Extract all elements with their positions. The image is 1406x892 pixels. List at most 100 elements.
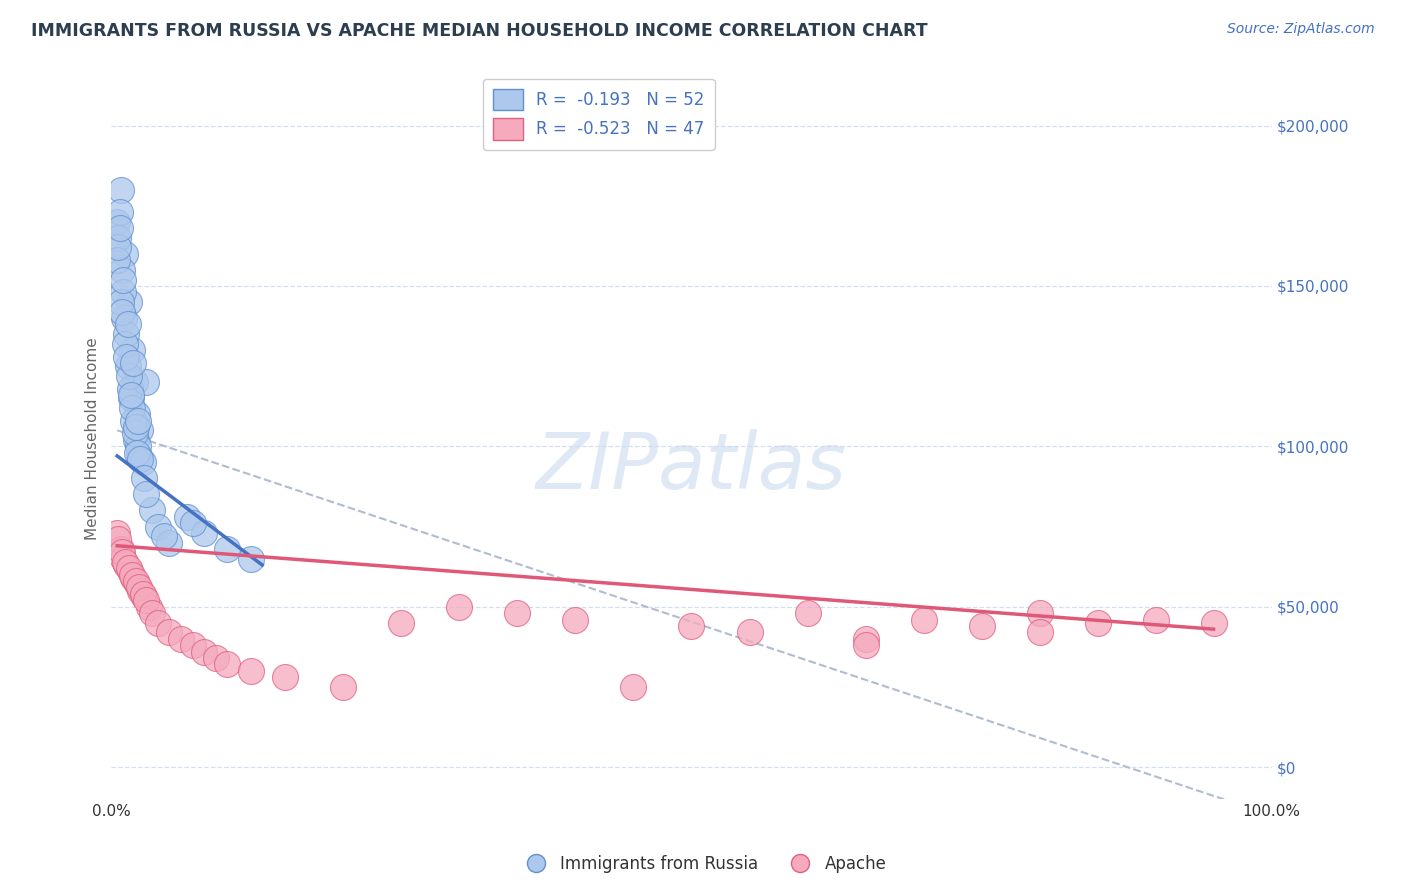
Point (111, 285, 134, 300)
Point (127, 439, 149, 453)
Point (118, 368, 141, 383)
Point (274, 670, 297, 684)
Point (117, 359, 139, 373)
Point (105, 525, 128, 540)
Point (157, 625, 180, 640)
Point (193, 525, 215, 540)
Point (115, 326, 138, 341)
Point (129, 583, 152, 598)
Point (121, 401, 143, 415)
Y-axis label: Median Household Income: Median Household Income (86, 337, 100, 540)
Point (107, 533, 129, 547)
Point (115, 350, 138, 364)
Point (855, 632, 877, 646)
Point (110, 183, 132, 197)
Point (1202, 615, 1225, 630)
Point (108, 205, 131, 219)
Point (141, 606, 163, 620)
Point (912, 613, 935, 627)
Point (391, 615, 413, 630)
Point (128, 581, 150, 595)
Point (110, 295, 132, 310)
Text: IMMIGRANTS FROM RUSSIA VS APACHE MEDIAN HOUSEHOLD INCOME CORRELATION CHART: IMMIGRANTS FROM RUSSIA VS APACHE MEDIAN … (31, 22, 928, 40)
Point (125, 407, 148, 421)
Legend: R =  -0.193   N = 52, R =  -0.523   N = 47: R = -0.193 N = 52, R = -0.523 N = 47 (482, 78, 714, 150)
Point (124, 375, 146, 389)
Point (115, 558, 138, 572)
Point (111, 272, 134, 286)
Point (146, 519, 169, 533)
Point (112, 311, 135, 326)
Point (105, 215, 128, 229)
Point (506, 606, 529, 620)
Point (111, 545, 134, 559)
Point (125, 577, 148, 591)
Point (114, 555, 136, 569)
Point (176, 509, 198, 524)
Point (205, 651, 228, 665)
Legend: Immigrants from Russia, Apache: Immigrants from Russia, Apache (512, 848, 894, 880)
Point (128, 449, 150, 463)
Point (122, 571, 145, 585)
Point (122, 414, 145, 428)
Point (132, 587, 155, 601)
Point (125, 574, 148, 588)
Point (111, 304, 134, 318)
Point (146, 615, 169, 630)
Point (122, 356, 145, 370)
Point (855, 638, 877, 652)
Point (138, 599, 160, 614)
Point (239, 664, 262, 678)
Point (124, 426, 146, 441)
Point (118, 295, 141, 310)
Point (1087, 615, 1109, 630)
Point (114, 336, 136, 351)
Point (796, 606, 818, 620)
Point (105, 253, 128, 268)
Point (132, 471, 155, 485)
Point (118, 561, 141, 575)
Point (118, 565, 141, 579)
Point (120, 388, 142, 402)
Point (107, 240, 129, 254)
Point (121, 567, 143, 582)
Point (181, 638, 204, 652)
Point (181, 516, 204, 531)
Point (332, 680, 354, 694)
Point (108, 221, 131, 235)
Point (125, 420, 148, 434)
Point (449, 599, 471, 614)
Point (1028, 606, 1050, 620)
Point (132, 455, 155, 469)
Point (217, 657, 239, 672)
Point (125, 433, 148, 447)
Point (111, 551, 134, 566)
Point (111, 263, 134, 277)
Point (152, 529, 174, 543)
Point (239, 551, 262, 566)
Point (970, 619, 993, 633)
Point (141, 503, 163, 517)
Point (114, 247, 136, 261)
Point (118, 382, 141, 396)
Text: ZIPatlas: ZIPatlas (536, 429, 846, 505)
Point (107, 231, 129, 245)
Point (132, 590, 155, 604)
Point (157, 535, 180, 549)
Point (125, 446, 148, 460)
Point (623, 680, 645, 694)
Point (1028, 625, 1050, 640)
Point (127, 414, 149, 428)
Point (135, 487, 157, 501)
Point (129, 452, 152, 467)
Point (1144, 613, 1167, 627)
Text: Source: ZipAtlas.com: Source: ZipAtlas.com (1227, 22, 1375, 37)
Point (120, 391, 142, 405)
Point (170, 632, 193, 646)
Point (217, 541, 239, 556)
Point (117, 318, 139, 332)
Point (681, 619, 703, 633)
Point (129, 423, 152, 437)
Point (135, 375, 157, 389)
Point (564, 613, 586, 627)
